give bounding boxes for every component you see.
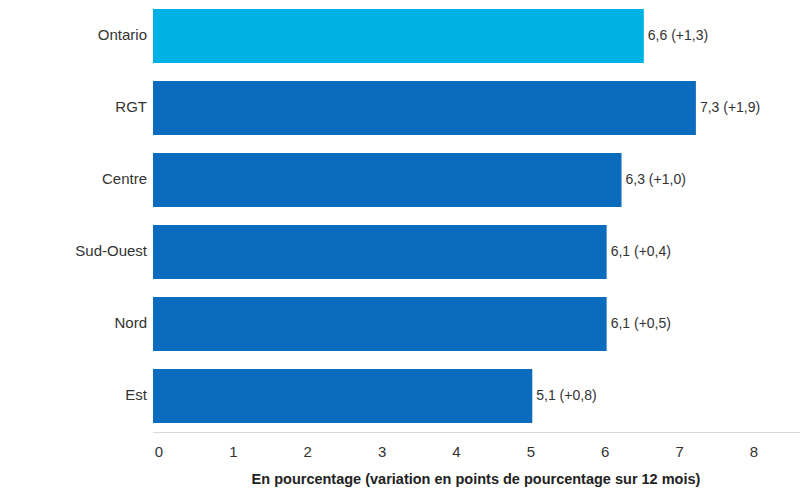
category-label: Nord	[114, 314, 147, 331]
data-label: 5,1 (+0,8)	[536, 387, 596, 403]
category-label: RGT	[115, 98, 147, 115]
bar	[153, 9, 644, 63]
bar	[153, 153, 622, 207]
x-tick-label: 0	[155, 443, 163, 460]
x-tick-label: 4	[452, 443, 460, 460]
x-tick-label: 1	[229, 443, 237, 460]
bar	[153, 297, 607, 351]
bar	[153, 369, 532, 423]
category-label: Centre	[102, 170, 147, 187]
category-label: Ontario	[98, 26, 147, 43]
data-label: 6,1 (+0,5)	[611, 315, 671, 331]
x-tick-label: 6	[601, 443, 609, 460]
x-ticks: 0 1 2 3 4 5 6 7 8	[155, 443, 758, 460]
x-axis-label: En pourcentage (variation en points de p…	[252, 471, 701, 487]
data-label: 7,3 (+1,9)	[700, 99, 760, 115]
x-tick-label: 7	[675, 443, 683, 460]
x-tick-label: 2	[304, 443, 312, 460]
x-tick-label: 5	[527, 443, 535, 460]
category-label: Est	[125, 386, 148, 403]
data-label: 6,1 (+0,4)	[611, 243, 671, 259]
x-axis-line	[153, 432, 800, 433]
x-tick-label: 8	[750, 443, 758, 460]
chart-svg: Ontario 6,6 (+1,3) RGT 7,3 (+1,9) Centre 6,3 …	[0, 0, 800, 500]
bar	[153, 81, 696, 135]
data-label: 6,3 (+1,0)	[626, 171, 686, 187]
chart-container: Ontario 6,6 (+1,3) RGT 7,3 (+1,9) Centre 6,3 …	[0, 0, 800, 500]
bar	[153, 225, 607, 279]
labels: Ontario 6,6 (+1,3) RGT 7,3 (+1,9) Centre 6,3 …	[75, 26, 760, 403]
x-tick-label: 3	[378, 443, 386, 460]
category-label: Sud-Ouest	[75, 242, 148, 259]
bars	[153, 9, 696, 423]
data-label: 6,6 (+1,3)	[648, 27, 708, 43]
